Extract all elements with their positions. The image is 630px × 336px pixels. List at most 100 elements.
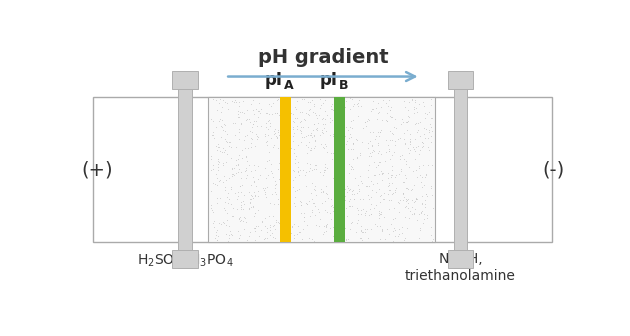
Point [363,167,373,172]
Point [278,141,289,146]
Point [213,162,223,167]
Point [319,161,329,166]
Point [364,197,374,202]
Point [277,219,287,224]
Point [352,101,362,107]
Point [358,125,368,131]
Point [319,169,329,174]
Point [279,103,289,109]
Point [403,127,413,132]
Point [302,160,312,166]
Point [250,237,260,243]
Point [234,236,244,241]
Point [420,136,430,141]
Point [247,129,257,135]
Point [307,134,318,139]
Point [220,222,231,227]
Point [331,117,341,122]
Point [428,205,438,211]
Point [423,136,433,141]
Point [277,237,287,242]
Point [310,162,320,168]
Point [222,217,232,223]
Point [396,166,406,171]
Point [327,118,337,123]
Point [319,223,329,229]
Point [348,191,358,196]
Point [411,144,421,149]
Point [302,202,312,207]
Point [219,173,229,179]
Point [365,211,375,216]
Point [374,213,384,218]
Point [290,116,300,121]
Point [241,219,251,224]
Point [249,214,259,219]
Point [239,215,249,221]
Point [302,150,312,155]
Point [394,226,404,232]
Point [292,159,302,164]
Point [339,146,349,152]
Point [409,212,419,217]
Point [222,152,232,157]
Point [374,159,384,164]
Point [352,156,362,161]
Point [279,205,289,211]
Point [247,124,257,130]
Point [234,126,244,131]
Point [256,107,266,112]
Point [314,113,324,118]
Point [307,167,317,173]
Point [238,219,248,224]
Point [375,129,385,134]
Point [280,196,290,202]
Point [297,236,307,241]
Point [404,99,414,104]
Point [212,141,222,146]
Point [352,191,362,196]
Point [403,119,413,124]
Point [310,111,320,116]
Point [270,178,280,183]
Point [324,115,335,121]
Point [415,172,425,177]
Point [333,203,343,209]
Point [307,201,318,206]
Point [275,171,285,177]
Point [339,189,349,194]
Point [346,219,357,225]
Point [370,221,380,226]
Point [405,142,415,147]
Point [209,135,219,141]
Point [356,223,366,229]
Point [305,99,315,104]
Point [227,172,237,177]
Point [277,153,287,159]
Point [410,198,420,203]
Point [337,230,347,235]
Point [427,115,437,121]
Point [278,130,289,135]
Point [242,237,252,243]
Point [384,187,394,193]
Point [213,164,223,169]
Point [403,145,413,151]
Point [387,167,398,173]
Point [253,123,263,128]
Point [245,201,255,206]
Point [262,138,272,143]
Point [353,97,364,102]
Point [221,177,231,183]
Point [263,127,273,132]
Point [356,179,366,184]
Point [398,190,408,196]
Point [244,207,255,212]
Point [404,139,415,144]
Point [209,209,219,215]
Point [415,120,425,125]
Point [355,196,365,201]
Point [348,166,358,172]
Point [232,196,242,201]
Point [391,117,401,122]
